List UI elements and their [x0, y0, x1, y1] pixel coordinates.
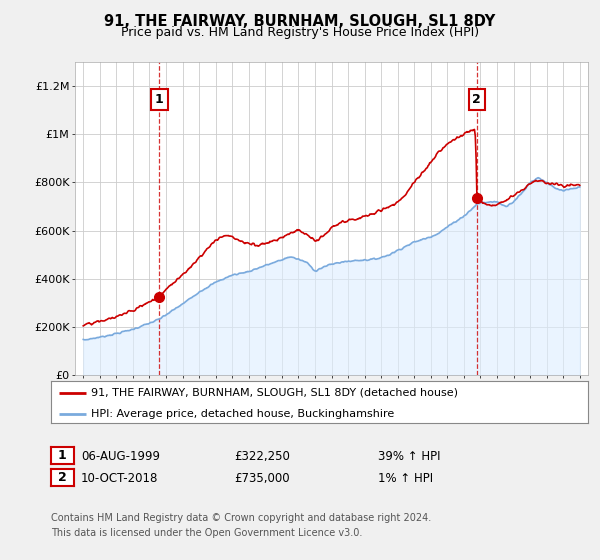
Text: 91, THE FAIRWAY, BURNHAM, SLOUGH, SL1 8DY: 91, THE FAIRWAY, BURNHAM, SLOUGH, SL1 8D… — [104, 14, 496, 29]
Text: 10-OCT-2018: 10-OCT-2018 — [81, 472, 158, 486]
Text: 1: 1 — [58, 449, 67, 462]
Text: 06-AUG-1999: 06-AUG-1999 — [81, 450, 160, 463]
Text: £322,250: £322,250 — [234, 450, 290, 463]
Text: 91, THE FAIRWAY, BURNHAM, SLOUGH, SL1 8DY (detached house): 91, THE FAIRWAY, BURNHAM, SLOUGH, SL1 8D… — [91, 388, 458, 398]
Text: This data is licensed under the Open Government Licence v3.0.: This data is licensed under the Open Gov… — [51, 528, 362, 538]
Text: Price paid vs. HM Land Registry's House Price Index (HPI): Price paid vs. HM Land Registry's House … — [121, 26, 479, 39]
Text: 39% ↑ HPI: 39% ↑ HPI — [378, 450, 440, 463]
Text: 1% ↑ HPI: 1% ↑ HPI — [378, 472, 433, 486]
Text: 1: 1 — [155, 93, 164, 106]
Text: 2: 2 — [58, 471, 67, 484]
Text: 2: 2 — [472, 93, 481, 106]
Text: Contains HM Land Registry data © Crown copyright and database right 2024.: Contains HM Land Registry data © Crown c… — [51, 513, 431, 523]
Text: £735,000: £735,000 — [234, 472, 290, 486]
Text: HPI: Average price, detached house, Buckinghamshire: HPI: Average price, detached house, Buck… — [91, 409, 395, 418]
